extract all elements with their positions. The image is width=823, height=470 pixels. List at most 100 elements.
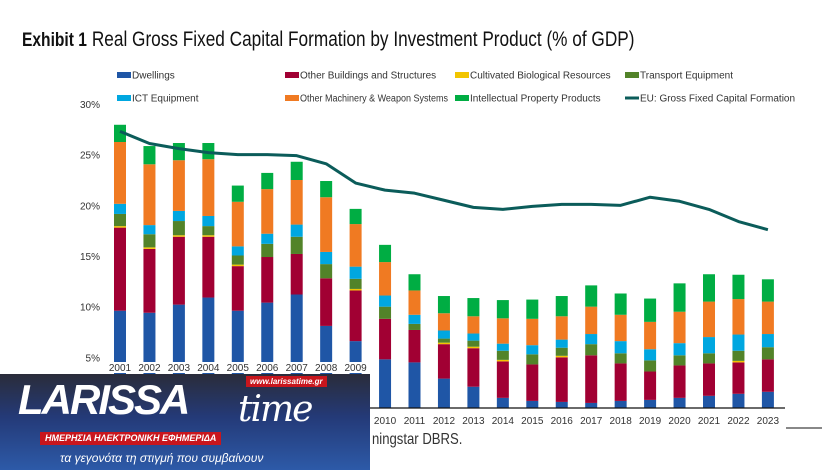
bar-segment [644,321,657,350]
logo-url[interactable]: www.larissatime.gr [246,376,327,387]
bar-segment [143,146,156,165]
bar-segment [496,350,509,360]
x-tick-label-bg [314,362,339,373]
bar-segment [290,253,303,295]
bar-segment [496,343,509,351]
x-tick-label: 2005 [227,363,250,374]
bar-segment [379,295,392,307]
x-tick-label-bg [137,362,162,373]
x-tick-label: 2001 [109,363,132,374]
bar-segment [320,181,333,198]
bar-segment [143,234,156,248]
logo-brand-suffix: time [238,389,313,430]
bar-segment [467,316,480,334]
legend-label: Transport Equipment [640,71,733,82]
bar-segment [172,221,185,236]
x-tick-label: 2013 [462,416,485,427]
bar-segment [349,224,362,267]
larissatime-logo-banner[interactable]: LARISSA www.larissatime.gr time ΗΜΕΡΗΣΙΑ… [0,374,370,470]
bar-segment [172,235,185,237]
x-tick-label: 2019 [639,416,662,427]
bar-segment [143,247,156,249]
bar-segment [526,354,539,365]
x-tick-label-bg [196,362,221,373]
bar-segment [732,334,745,351]
bar-segment [114,213,126,227]
bar-segment [555,357,568,402]
x-tick-label: 2003 [168,363,191,374]
bar-segment [349,288,362,291]
source-note: ningstar DBRS. [372,431,463,448]
bar-segment [614,363,627,401]
logo-brand: LARISSA [18,376,190,423]
bar-segment [320,251,333,265]
bar-segment [644,371,657,400]
bar-segment [172,236,185,305]
bar-segment [673,397,686,408]
bar-segment [761,391,774,408]
bar-segment [437,296,450,314]
x-tick-label-bg [284,362,309,373]
legend-label: Cultivated Biological Resources [470,71,611,82]
bar-segment [437,330,450,339]
bar-segment [467,298,480,317]
bar-segment [732,362,745,394]
bar-segment [614,400,627,408]
x-tick-label-bg [225,362,250,373]
bar-segment [467,340,480,347]
x-tick-label: 2014 [492,416,515,427]
y-tick-label: 10% [80,303,100,314]
bar-segment [732,360,745,363]
legend-swatch [455,95,469,101]
bar-segment [467,386,480,408]
bar-segment [703,363,715,396]
y-tick-label: 25% [80,151,100,162]
bar-segment [172,210,185,222]
bar-segment [526,299,539,319]
bar-segment [379,318,392,360]
x-tick-label: 2007 [286,363,309,374]
x-tick-label: 2020 [668,416,691,427]
bar-segment [732,274,745,300]
bar-segment [526,318,539,346]
bar-segment [143,248,156,313]
x-tick-label-bg [108,362,132,373]
bar-segment [496,361,509,398]
x-tick-label: 2016 [551,416,574,427]
bar-segment [585,344,598,356]
x-axis: 2001 2002 2003 2004 2005 2006 2007 2008 2009 2010… [108,362,779,427]
y-tick-label: 20% [80,201,100,212]
x-tick-label: 2022 [727,416,750,427]
chart-title: Exhibit 1 Real Gross Fixed Capital Format… [22,28,634,52]
x-tick-label: 2006 [256,363,279,374]
y-axis: 5% 10% 15% 20% 25% 30% [80,100,100,364]
bar-segment [290,236,303,254]
bar-segment [231,185,244,202]
x-tick-label: 2010 [374,416,397,427]
bar-segment [114,203,126,214]
logo-tagline: ΗΜΕΡΗΣΙΑ ΗΛΕΚΤΡΟΝΙΚΗ ΕΦΗΜΕΡΙΔΑ [40,432,222,445]
bar-segment [231,246,244,256]
bar-segment [585,402,598,408]
bar-segment [496,397,509,408]
bar-segment [437,313,450,331]
chart-title-text: Real Gross Fixed Capital Formation by In… [91,28,635,51]
bar-segment [555,401,568,408]
y-tick-label: 5% [86,353,101,364]
legend-label: Other Buildings and Structures [300,71,436,82]
bar-segment [467,333,480,341]
bar-segment [496,359,509,362]
bar-segment [703,353,715,364]
bar-segment [555,339,568,348]
bar-segment [673,365,686,398]
legend-swatch [117,72,131,78]
bar-segment [408,329,421,363]
bar-segment [320,264,333,279]
x-tick-label-bg [343,362,368,373]
legend: Dwellings Other Buildings and Structures C… [117,71,795,105]
bar-segment [585,334,598,345]
bar-segment [202,159,215,216]
bar-segment [408,362,421,408]
bar-segment [585,285,598,307]
bar-segment [290,224,303,237]
